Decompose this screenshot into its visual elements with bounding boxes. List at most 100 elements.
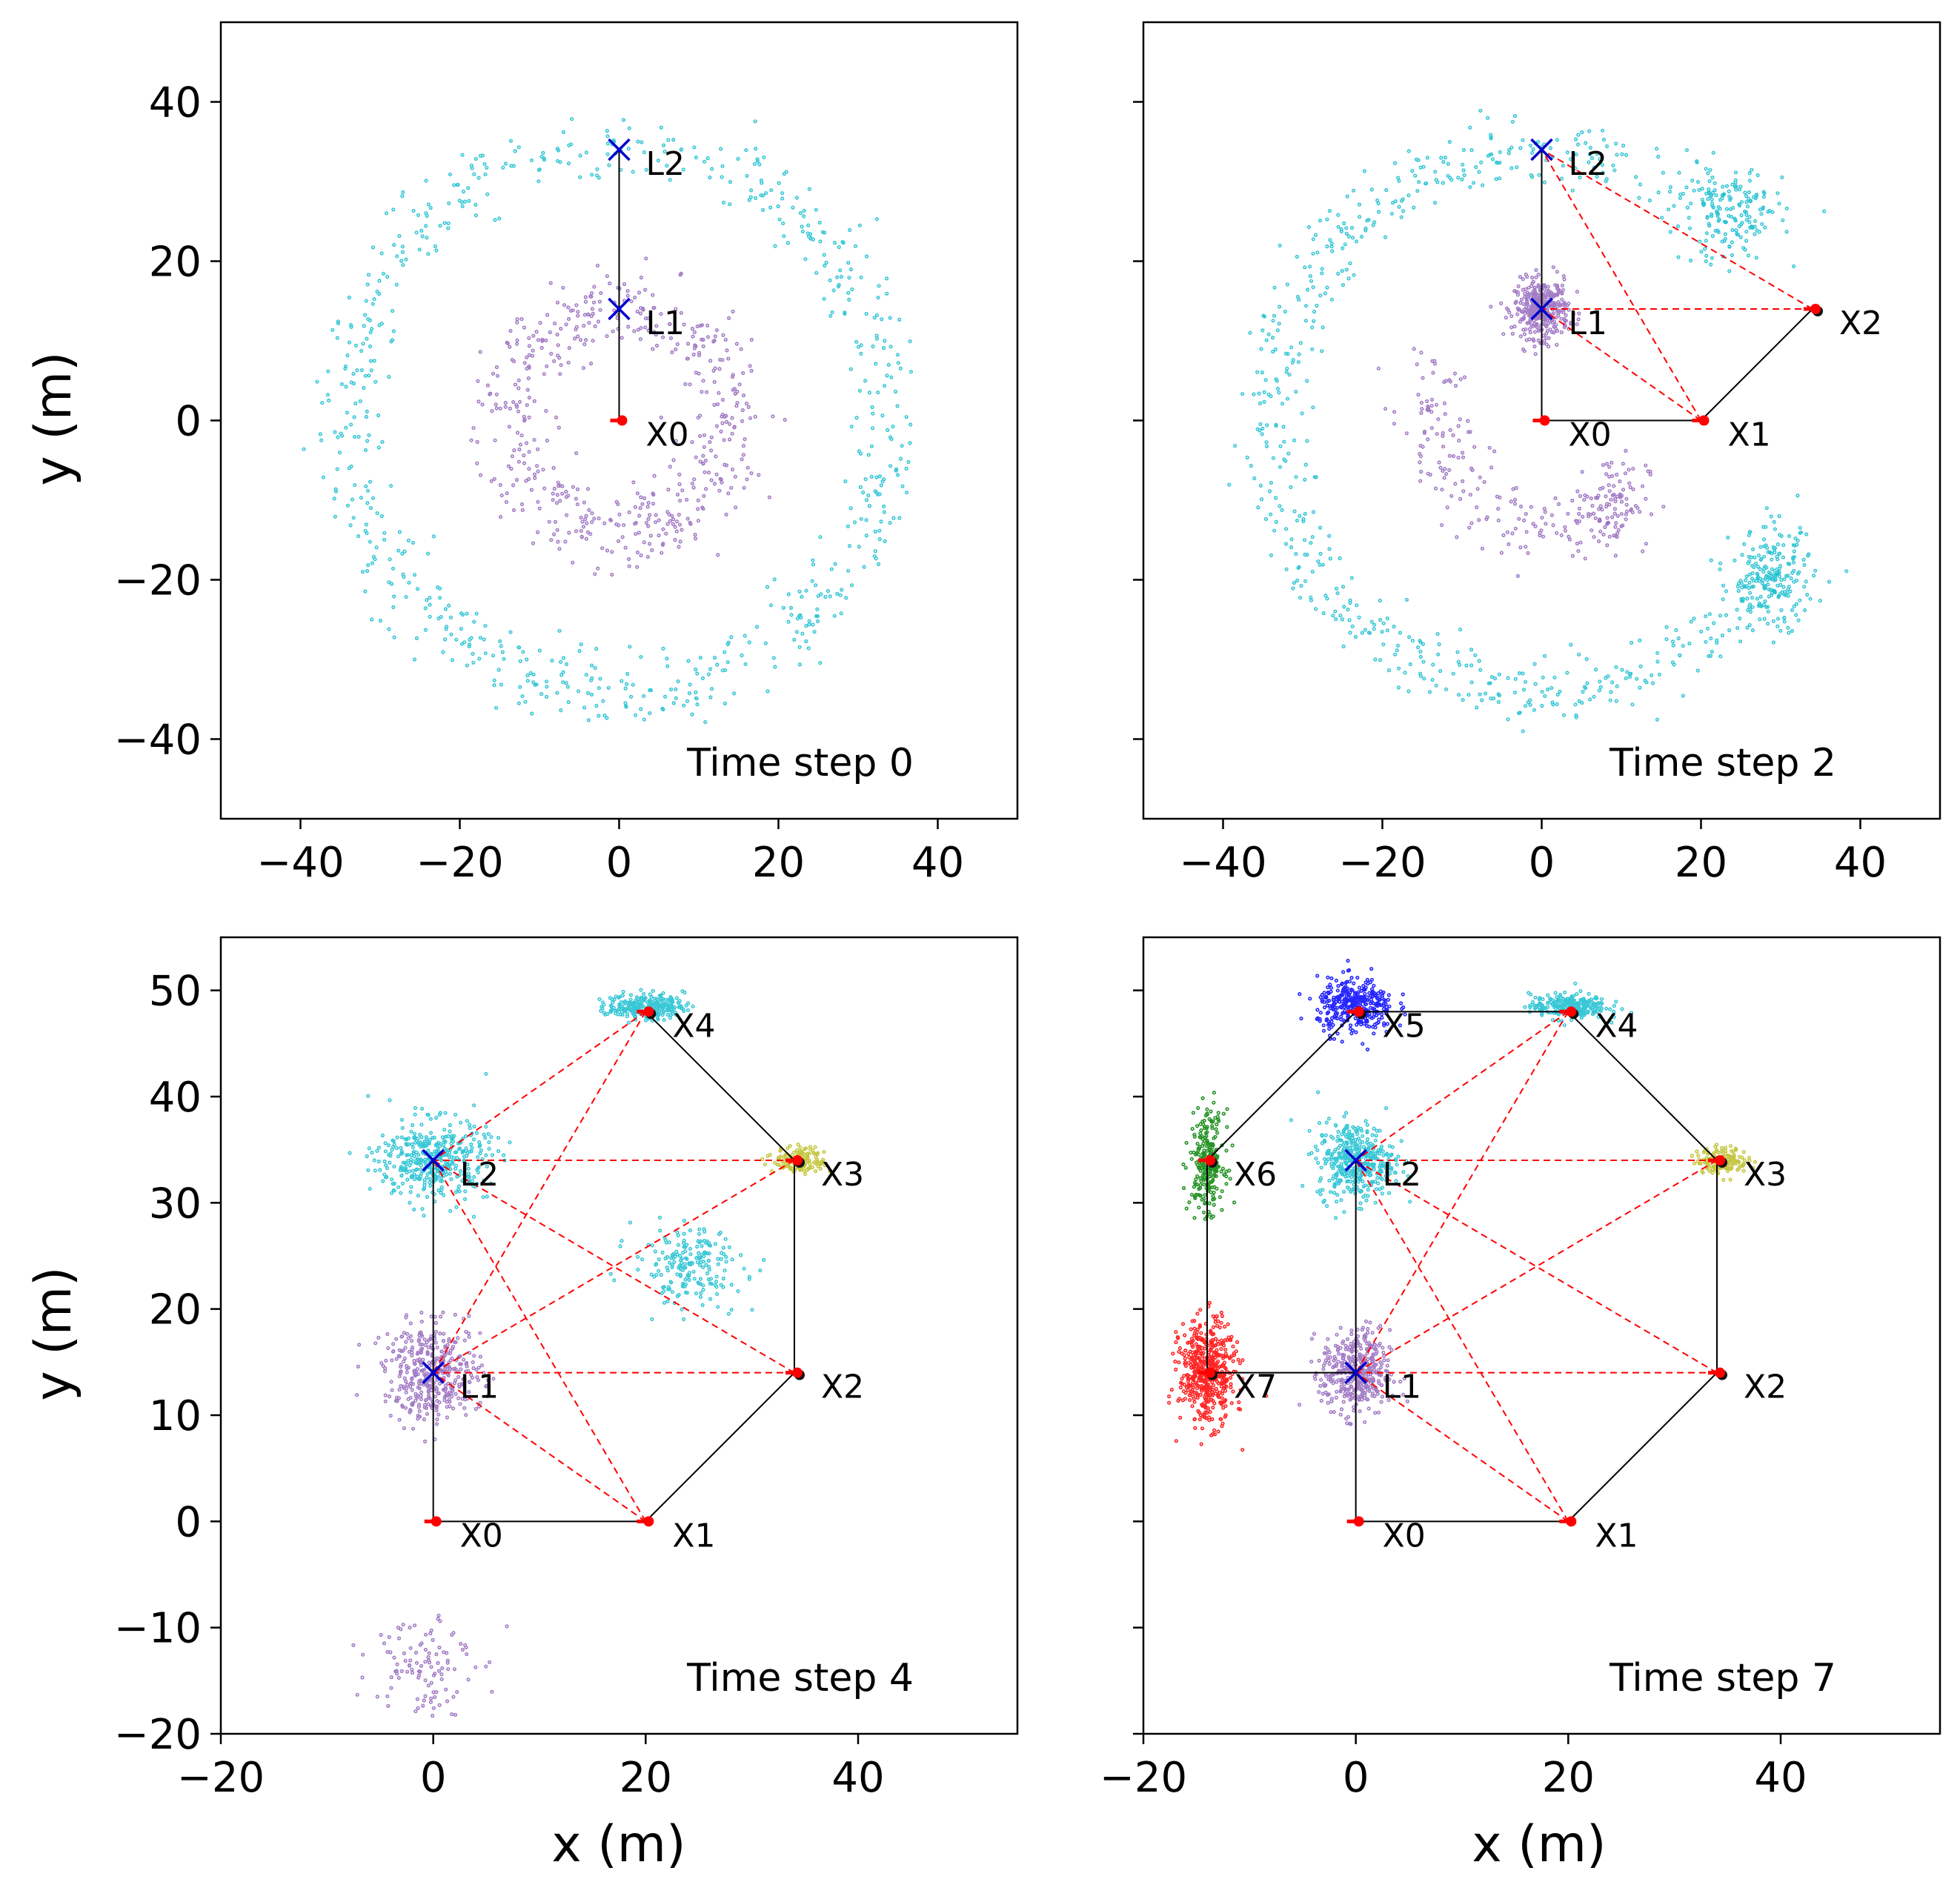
- label-x2: X2: [821, 1369, 864, 1406]
- y-tick-label: 50: [149, 968, 202, 1016]
- particle-cloud-l2: [609, 1217, 765, 1321]
- y-tick-label: −40: [114, 716, 202, 765]
- label-l1: L1: [1569, 305, 1608, 342]
- y-tick-label: −20: [114, 1711, 202, 1759]
- trajectory-line: [1207, 1011, 1717, 1521]
- x-axis-label-right: x (m): [1472, 1815, 1606, 1874]
- x-tick-label: 0: [420, 1754, 447, 1802]
- x-tick-label: 20: [752, 839, 805, 887]
- label-l2: L2: [646, 145, 685, 183]
- y-ticks: [1133, 102, 1143, 739]
- particle-cloud-l2: [348, 1073, 511, 1218]
- x-tick-label: 0: [1343, 1754, 1369, 1802]
- x-tick-label: 40: [911, 839, 964, 887]
- label-l1: L1: [1383, 1369, 1422, 1406]
- label-x7: X7: [1234, 1369, 1277, 1406]
- x-tick-label: −20: [177, 1754, 265, 1802]
- particle-cloud-l1: [352, 1615, 508, 1718]
- x-axis-label-left: x (m): [551, 1815, 685, 1874]
- x-tick-label: 20: [619, 1754, 672, 1802]
- time-step-label: Time step 0: [686, 741, 914, 785]
- label-x0: X0: [1383, 1517, 1426, 1554]
- particle-cloud-l2: [1672, 151, 1825, 272]
- panel-2: X0 X1 X2 L1 L2 Time step 2 −40 −20 0 20 40: [1133, 22, 1940, 887]
- y-tick-label: 40: [149, 79, 202, 127]
- plot-area: [1168, 960, 1757, 1527]
- x-tick-label: −20: [1100, 1754, 1187, 1802]
- label-x2: X2: [1744, 1369, 1787, 1406]
- x-tick-label: 40: [1834, 839, 1887, 887]
- x-ticks: −40 −20 0 20 40: [1179, 819, 1887, 887]
- constraints: [1356, 1011, 1717, 1521]
- constraint-line: [1542, 150, 1701, 421]
- pose-x0: [425, 1516, 442, 1526]
- y-tick-label: 20: [149, 1286, 202, 1334]
- pose-x0: [611, 416, 628, 426]
- y-tick-label: 0: [175, 1498, 202, 1546]
- x-ticks: −20 0 20 40: [177, 1734, 885, 1802]
- constraints: [1542, 150, 1813, 421]
- particle-cloud-l1: [470, 257, 786, 576]
- constraint-line: [1356, 1160, 1569, 1521]
- y-axis-label-bottom: y (m): [24, 1266, 83, 1400]
- trajectory-line: [433, 1011, 794, 1521]
- label-x3: X3: [821, 1156, 864, 1194]
- x-tick-label: −40: [256, 839, 344, 887]
- time-step-label: Time step 2: [1609, 741, 1836, 785]
- label-x0: X0: [1569, 416, 1612, 454]
- point-labels: X0 X1 X2 X3 X4 L1 L2: [460, 1007, 864, 1554]
- label-x2: X2: [1839, 305, 1882, 342]
- x-tick-label: 20: [1675, 839, 1727, 887]
- point-labels: X0 X1 X2 L1 L2: [1569, 145, 1883, 454]
- label-x1: X1: [672, 1517, 715, 1554]
- point-labels: X0 L1 L2: [646, 145, 689, 454]
- y-tick-label: 10: [149, 1392, 202, 1440]
- constraint-line: [433, 1160, 646, 1521]
- x-tick-label: −20: [1338, 839, 1426, 887]
- label-l2: L2: [1383, 1156, 1422, 1194]
- label-x3: X3: [1744, 1156, 1787, 1194]
- plot-area: [302, 118, 912, 724]
- label-l1: L1: [646, 305, 685, 342]
- y-tick-label: 30: [149, 1180, 202, 1228]
- time-step-label: Time step 7: [1609, 1656, 1836, 1700]
- x-tick-label: −40: [1179, 839, 1266, 887]
- particle-cloud-l2: [1710, 494, 1847, 644]
- label-x0: X0: [646, 416, 689, 454]
- label-l2: L2: [1569, 145, 1608, 183]
- pose-x1: [1559, 1516, 1576, 1526]
- axes-frame: [1143, 937, 1940, 1734]
- pose-x1: [1692, 416, 1710, 426]
- label-x0: X0: [460, 1517, 503, 1554]
- particle-cloud-l1: [1378, 348, 1619, 577]
- particle-cloud-l1: [1567, 450, 1665, 557]
- label-l2: L2: [460, 1156, 499, 1194]
- y-ticks: [1133, 991, 1143, 1734]
- constraints: [433, 1011, 794, 1521]
- label-x4: X4: [672, 1007, 715, 1045]
- y-tick-label: 0: [175, 398, 202, 446]
- plot-area: [348, 988, 831, 1717]
- x-tick-label: 20: [1542, 1754, 1595, 1802]
- x-tick-label: −20: [416, 839, 503, 887]
- particle-cloud-l1: [1489, 266, 1581, 356]
- label-x6: X6: [1234, 1156, 1277, 1194]
- y-axis-label-top: y (m): [24, 351, 83, 485]
- label-l1: L1: [460, 1369, 499, 1406]
- x-tick-label: 0: [1529, 839, 1555, 887]
- pose-x0: [1347, 1516, 1364, 1526]
- label-x1: X1: [1728, 416, 1771, 454]
- x-tick-label: 40: [831, 1754, 884, 1802]
- label-x5: X5: [1383, 1007, 1426, 1045]
- label-x1: X1: [1595, 1517, 1638, 1554]
